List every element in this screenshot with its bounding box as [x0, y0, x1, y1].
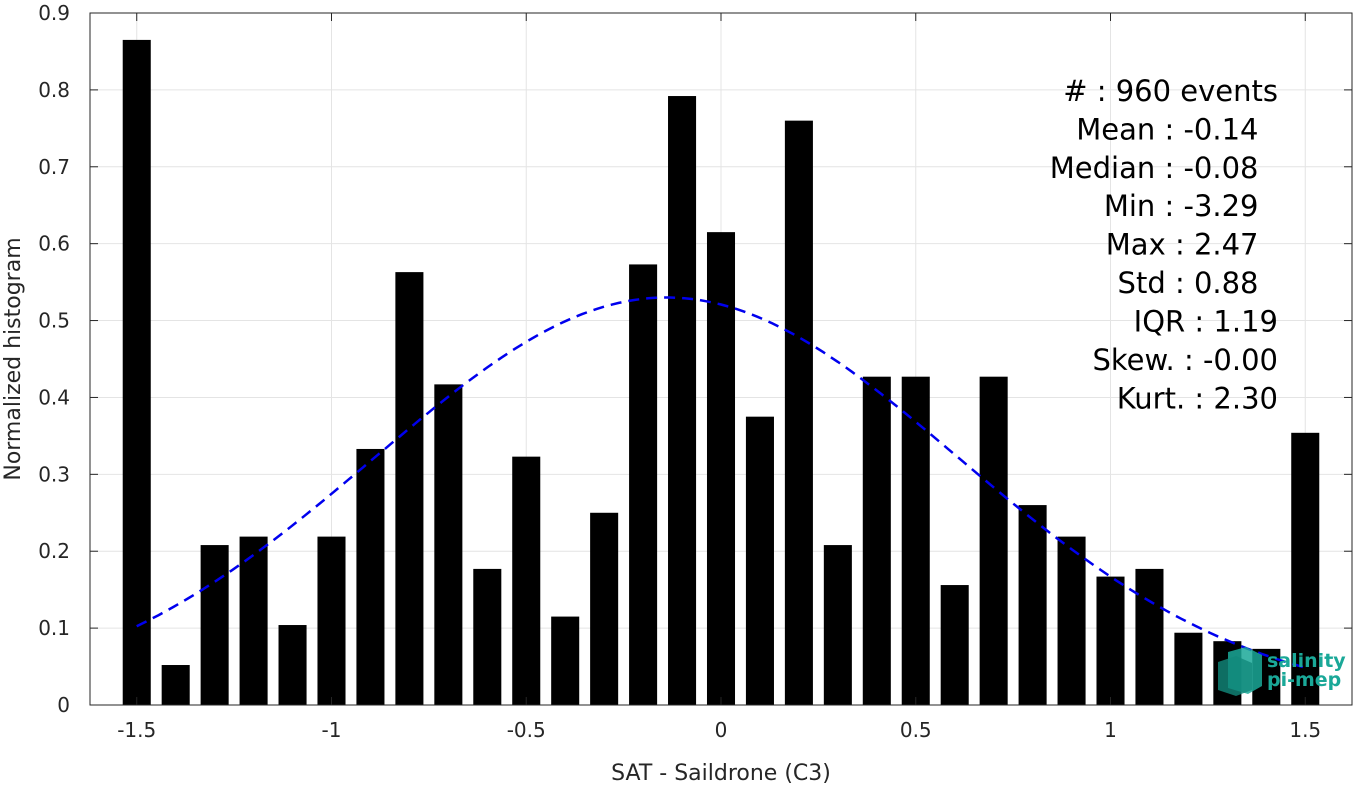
histogram-bar [1018, 505, 1047, 705]
logo-text-salinity: salinity [1267, 650, 1346, 672]
stat-line: Std : 0.88 [1118, 266, 1259, 300]
stat-line: Median : -0.08 [1050, 151, 1259, 185]
histogram-bar [901, 376, 930, 705]
histogram-bar [317, 536, 346, 705]
histogram-bar [862, 376, 891, 705]
histogram-bar [784, 120, 813, 705]
y-axis-label: Normalized histogram [1, 237, 26, 480]
histogram-bar [551, 616, 580, 705]
x-axis-ticks: -1.5 -1 -0.5 0 0.5 1 1.5 [117, 13, 1321, 742]
x-tick-label: 0 [715, 718, 728, 742]
stat-line: Max : 2.47 [1106, 228, 1259, 262]
histogram-bar [979, 376, 1008, 705]
histogram-bar [1291, 432, 1320, 705]
x-tick-label: 1.5 [1289, 718, 1321, 742]
histogram-bar [629, 264, 658, 705]
y-tick-label: 0.6 [38, 232, 70, 256]
stat-line: Kurt. : 2.30 [1117, 381, 1278, 415]
x-axis-label: SAT - Saildrone (C3) [611, 761, 831, 785]
logo-text-pi-mep: pi-mep [1267, 669, 1341, 691]
logo-cube-shadow-icon [1218, 656, 1252, 696]
x-tick-label: 0.5 [900, 718, 932, 742]
y-tick-label: 0.4 [38, 385, 70, 409]
histogram-bar [122, 39, 151, 705]
histogram-bar [395, 272, 424, 705]
histogram-bar [823, 545, 852, 705]
histogram-bar [356, 448, 385, 705]
stat-line: IQR : 1.19 [1134, 305, 1278, 339]
histogram-bar [706, 232, 736, 705]
y-tick-label: 0 [57, 693, 70, 717]
histogram-bar [1096, 576, 1125, 705]
x-tick-label: 1 [1104, 718, 1117, 742]
histogram-bar [200, 545, 229, 705]
y-tick-label: 0.3 [38, 462, 70, 486]
x-tick-label: -1.5 [117, 718, 156, 742]
y-tick-label: 0.8 [38, 78, 70, 102]
y-tick-label: 0.5 [38, 309, 70, 333]
stat-line: # : 960 events [1063, 74, 1278, 108]
stat-line: Skew. : -0.00 [1092, 343, 1278, 377]
x-tick-label: -1 [322, 718, 342, 742]
histogram-bar [473, 568, 502, 705]
histogram-bars [122, 39, 1320, 706]
y-tick-label: 0.2 [38, 539, 70, 563]
salinity-pi-mep-logo: salinity pi-mep [1218, 647, 1346, 696]
stat-line: Min : -3.29 [1104, 189, 1259, 223]
histogram-bar [434, 384, 463, 705]
histogram-bar [1135, 568, 1164, 705]
histogram-bar [512, 456, 541, 705]
y-tick-label: 0.9 [38, 1, 70, 25]
histogram-bar [278, 625, 307, 705]
histogram-bar [590, 512, 619, 705]
histogram-bar [239, 536, 268, 705]
y-tick-label: 0.7 [38, 155, 70, 179]
histogram-bar [745, 416, 774, 705]
statistics-annotation: # : 960 events Mean : -0.14 Median : -0.08… [1050, 74, 1278, 416]
histogram-bar [668, 96, 697, 706]
gaussian-fit-curve [136, 296, 1306, 669]
y-axis-ticks: 0 0.1 0.2 0.3 0.4 0.5 0.6 0.7 0.8 0.9 [38, 1, 1352, 717]
stat-line: Mean : -0.14 [1076, 112, 1258, 146]
histogram-bar [1174, 632, 1203, 705]
y-tick-label: 0.1 [38, 616, 70, 640]
histogram-bar [161, 665, 190, 705]
histogram-bar [940, 585, 969, 705]
histogram-bar [1057, 536, 1086, 705]
x-tick-label: -0.5 [507, 718, 546, 742]
